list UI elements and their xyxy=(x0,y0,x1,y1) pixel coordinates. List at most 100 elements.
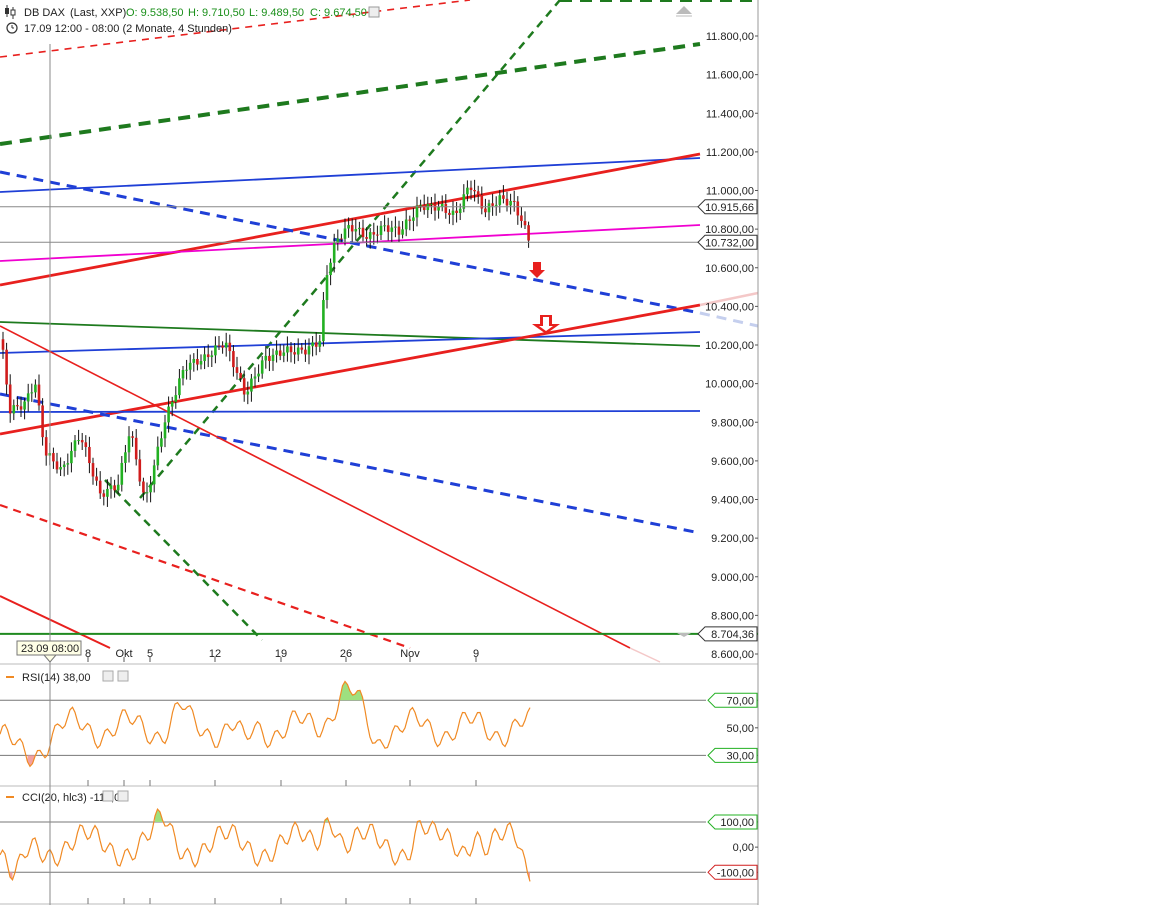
candle-down xyxy=(293,352,296,355)
trend-lines[interactable] xyxy=(0,0,759,663)
level-label: 0,00 xyxy=(733,842,754,854)
candle-down xyxy=(232,351,235,368)
price-tick-label: 11.200,00 xyxy=(706,147,754,159)
settings-icon[interactable] xyxy=(102,790,114,802)
candle-up xyxy=(404,219,408,230)
candle-down xyxy=(8,384,12,414)
indicator-line xyxy=(0,807,531,882)
level-badge xyxy=(707,692,758,708)
candle-down xyxy=(228,342,232,352)
uptrend-line-dashed[interactable] xyxy=(139,0,561,499)
high-value: H: 9.710,50 xyxy=(188,7,245,19)
candle-down xyxy=(95,476,98,481)
scroll-up-icon[interactable] xyxy=(676,6,692,14)
downtrend-line-dashed[interactable] xyxy=(0,503,411,650)
resistance-line-dashed[interactable] xyxy=(0,0,471,58)
close-icon[interactable] xyxy=(117,670,129,682)
price-axis[interactable]: 11.800,00 11.600,00 11.400,00 11.200,00 11.0… xyxy=(0,0,759,905)
candle-up xyxy=(354,229,358,232)
price-tick-label: 8.600,00 xyxy=(711,649,754,661)
price-tick-label: 11.800,00 xyxy=(706,31,754,43)
candle-up xyxy=(174,395,178,402)
cci-panel: 100,00 0,00 -100,00 CCI(20, hlc3) -113,00 xyxy=(0,790,758,882)
candle-down xyxy=(365,237,368,239)
candle-up xyxy=(437,206,440,211)
upper-channel-line[interactable] xyxy=(0,157,701,193)
candle-up xyxy=(163,422,167,439)
downtrend-line-green-dashed[interactable] xyxy=(104,479,263,641)
candle-down xyxy=(527,225,530,241)
candle-down xyxy=(41,405,44,438)
candle-down xyxy=(134,437,138,460)
horizontal-support-line[interactable] xyxy=(0,321,701,347)
support-line-flat[interactable] xyxy=(0,410,701,413)
candle-up xyxy=(498,195,502,205)
candle-down xyxy=(300,347,304,350)
candle-down xyxy=(52,453,55,462)
candle-down xyxy=(455,210,458,213)
level-badge xyxy=(707,814,758,830)
downtrend-line-lower[interactable] xyxy=(0,595,111,649)
rising-channel-top-line[interactable] xyxy=(0,152,701,287)
settings-icon[interactable] xyxy=(368,6,380,18)
price-tick-label: 10.400,00 xyxy=(705,301,754,313)
downtrend-line[interactable] xyxy=(0,325,631,649)
indicator-legend: RSI(14) 38,00 xyxy=(22,672,90,684)
source-label: (Last, XXP) xyxy=(70,7,126,19)
level-label: 70,00 xyxy=(726,695,754,707)
zone-fill xyxy=(340,681,363,701)
candle-up xyxy=(185,369,188,371)
candle-up xyxy=(224,342,228,348)
candle-down xyxy=(206,354,210,358)
clock-icon xyxy=(6,22,18,34)
candle-up xyxy=(203,354,206,361)
price-tick-label: 9.200,00 xyxy=(711,533,754,545)
candle-down xyxy=(138,459,142,482)
candle-down xyxy=(469,187,473,191)
candle-up xyxy=(73,440,77,451)
candle-up xyxy=(199,360,203,365)
price-tick-label: 9.600,00 xyxy=(711,456,754,468)
candle-up xyxy=(322,300,325,342)
candle-up xyxy=(358,227,361,230)
candle-up xyxy=(419,204,422,206)
time-tick-label: 9 xyxy=(473,648,479,660)
candle-up xyxy=(401,229,404,235)
candle-up xyxy=(66,463,70,465)
candle-up xyxy=(412,217,415,221)
lower-channel-line[interactable] xyxy=(0,331,701,354)
candle-up xyxy=(34,384,37,393)
scroll-down-icon[interactable] xyxy=(677,633,691,637)
candle-down xyxy=(448,212,451,215)
candle-up xyxy=(188,362,192,370)
time-tick-label: Nov xyxy=(400,648,420,660)
level-label: -100,00 xyxy=(717,867,754,879)
candle-up xyxy=(394,226,397,228)
price-tick-label: 11.600,00 xyxy=(706,70,754,82)
candle-up xyxy=(127,436,131,453)
open-value: O: 9.538,50 xyxy=(126,7,184,19)
close-icon[interactable] xyxy=(117,790,129,802)
price-tick-label: 9.800,00 xyxy=(711,417,754,429)
candle-down xyxy=(84,442,88,447)
settings-icon[interactable] xyxy=(102,670,114,682)
candle-up xyxy=(368,232,372,239)
channel-line-dashed[interactable] xyxy=(0,42,701,146)
candle-up xyxy=(120,462,124,485)
candle-down xyxy=(113,485,116,491)
time-axis[interactable]: 8 Okt 5 12 19 26 Nov 9 xyxy=(85,648,479,904)
candle-up xyxy=(307,346,311,355)
time-tick-label: 5 xyxy=(147,648,153,660)
price-badge xyxy=(697,626,758,642)
chart-type-icon[interactable] xyxy=(5,5,16,19)
candle-down xyxy=(523,220,527,226)
time-tick-label: 8 xyxy=(85,648,91,660)
candle-up xyxy=(336,238,340,244)
candle-up xyxy=(390,227,394,232)
candle-down xyxy=(196,359,199,365)
candle-up xyxy=(458,208,462,213)
candle-down xyxy=(278,350,282,356)
candle-up xyxy=(329,262,332,276)
